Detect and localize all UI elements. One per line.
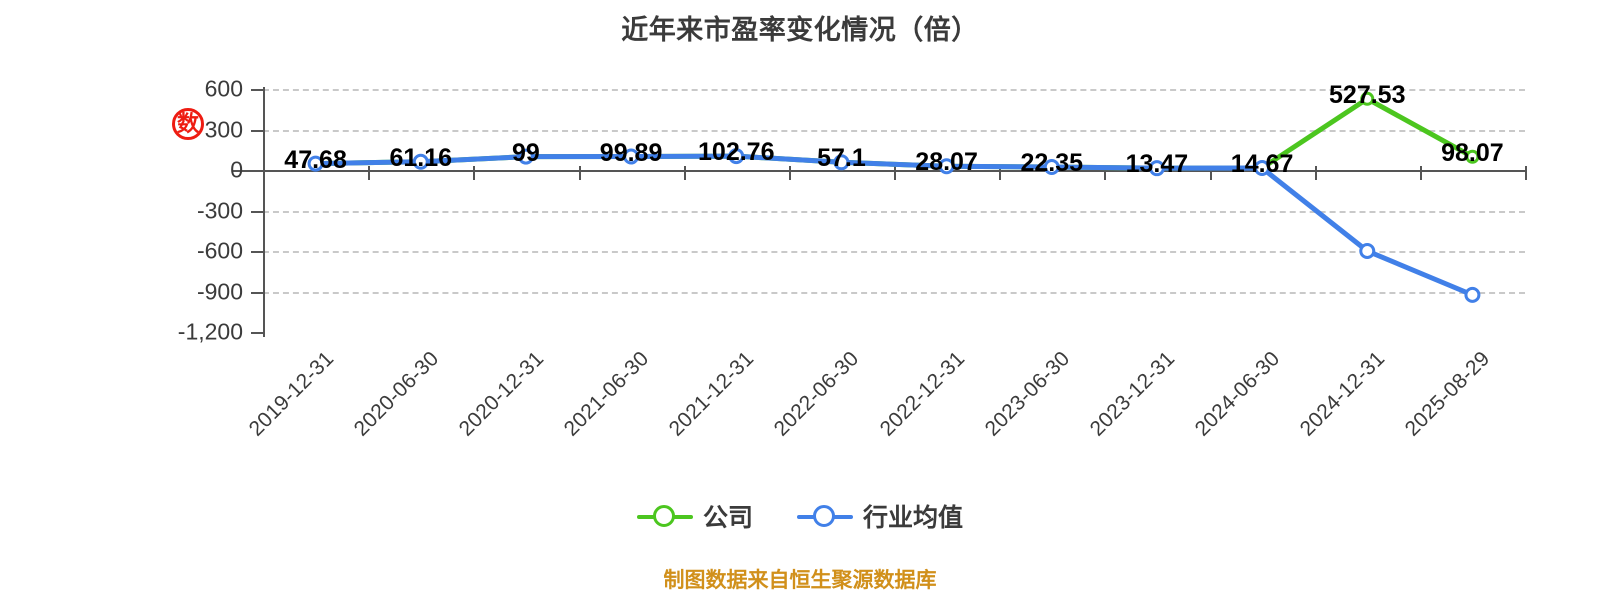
x-axis-tick [368,166,371,180]
chart-title: 近年来市盈率变化情况（倍） [621,15,979,45]
gridline [263,210,1525,213]
gridline [263,129,1525,132]
red-seal-watermark-icon [172,108,204,140]
y-axis-tick [251,129,263,132]
x-axis-tick-label: 2024-06-30 [1190,347,1285,441]
x-axis-tick [1314,166,1317,180]
x-axis-tick [894,166,896,180]
point-value-label: 527.53 [1329,80,1406,109]
point-value-label: 22.35 [1020,148,1084,177]
x-axis-tick-label: 2020-12-31 [454,347,549,441]
legend-item-industry-average[interactable]: 行业均值 [797,498,963,534]
x-axis-tick [473,166,476,180]
y-axis-tick-label: 0 [230,156,243,183]
x-axis-tick-label: 2021-06-30 [559,347,654,441]
y-axis-tick-label: -1,200 [177,318,243,345]
x-axis-tick-label: 2022-12-31 [875,347,969,441]
y-axis-tick [251,251,263,253]
x-axis-tick [683,166,686,180]
y-axis-tick [251,170,263,172]
x-axis-tick [1104,166,1107,180]
point-value-label: 28.07 [915,148,978,177]
point-value-label: 99 [512,138,540,167]
point-value-label: 47.68 [284,145,347,174]
x-axis-tick [1209,166,1212,180]
series-point-marker [1464,286,1481,303]
x-axis-tick-label: 2024-12-31 [1295,347,1390,441]
x-axis-tick-label: 2019-12-31 [244,347,338,441]
point-value-label: 13.47 [1125,150,1189,179]
point-value-label: 14.67 [1230,150,1294,179]
plot-area [233,89,1525,294]
point-value-label: 61.16 [389,143,453,172]
y-axis-tick-label: 300 [204,116,243,142]
legend-marker-icon [797,503,853,529]
y-axis-tick [251,89,263,91]
data-source-note: 制图数据来自恒生聚源数据库 [663,569,937,592]
legend-item-label: 行业均值 [863,504,964,532]
x-axis-tick [578,166,581,180]
legend-item-label: 公司 [702,504,753,532]
gridline [263,251,1525,253]
y-axis-spine [263,87,265,337]
x-axis-tick-label: 2021-12-31 [664,347,759,441]
gridline [263,291,1525,294]
red-seal-glyph: 数 [176,111,199,136]
y-axis-tick-label: -600 [196,237,243,264]
point-value-label: 102.76 [698,138,775,167]
y-axis-tick [251,291,263,294]
x-axis-tick [788,166,791,180]
y-axis-tick [251,332,263,334]
legend-item-company[interactable]: 公司 [636,498,753,534]
x-axis-tick-label: 2023-06-30 [980,347,1075,441]
y-axis-tick-label: -900 [196,278,243,304]
y-axis-tick [251,210,263,213]
x-axis-tick-label: 2020-06-30 [349,347,444,441]
chart-legend: 公司 行业均值 [0,498,1600,534]
point-value-label: 57.1 [817,144,866,173]
point-value-label: 98.07 [1441,138,1504,167]
y-axis-tick-label: 600 [204,75,243,102]
y-axis-tick-label: -300 [196,197,243,223]
x-axis-tick [999,166,1002,180]
x-axis-tick [1525,166,1527,180]
x-axis-tick-label: 2025-08-29 [1401,347,1495,441]
point-value-label: 99.89 [599,138,663,167]
x-axis-tick-label: 2023-12-31 [1085,347,1180,441]
legend-marker-icon [636,503,693,529]
x-axis-tick [263,166,265,180]
gridline [263,89,1525,91]
x-axis-tick-label: 2022-06-30 [770,347,864,441]
x-axis-tick [1419,166,1422,180]
